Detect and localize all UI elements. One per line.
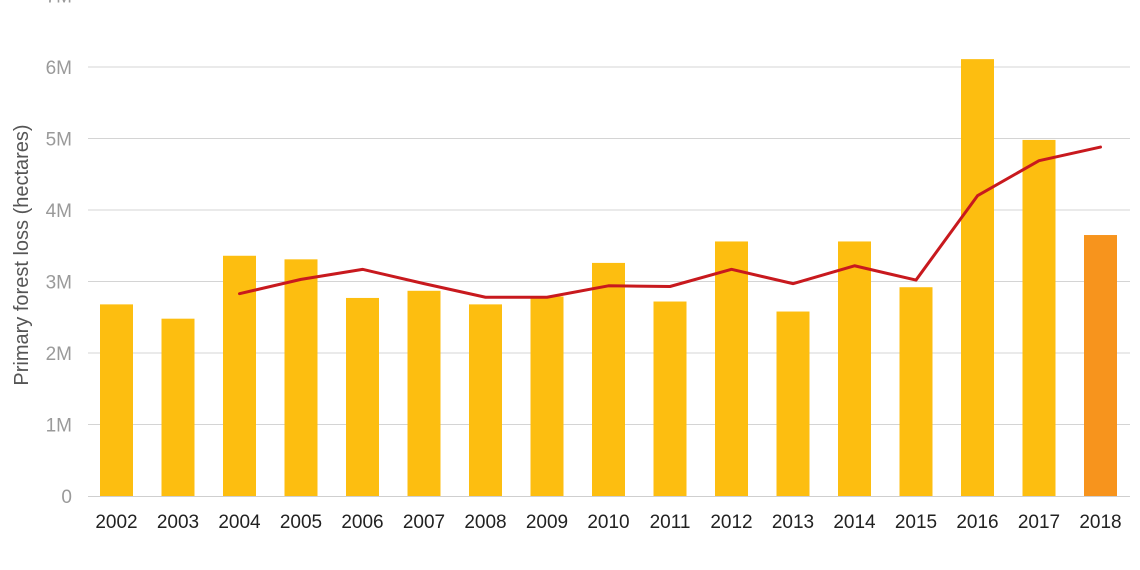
y-tick-label: 1M xyxy=(46,416,72,437)
x-tick-label: 2009 xyxy=(526,512,568,533)
y-tick-label: 7M xyxy=(46,0,72,8)
y-tick-label: 5M xyxy=(46,130,72,151)
x-tick-label: 2007 xyxy=(403,512,445,533)
y-tick-label: 6M xyxy=(46,58,72,79)
bar-2008 xyxy=(469,304,502,496)
x-tick-label: 2004 xyxy=(218,512,261,533)
bar-2018 xyxy=(1084,235,1117,496)
bar-2016 xyxy=(961,59,994,496)
x-tick-label: 2016 xyxy=(956,512,998,533)
y-tick-label: 2M xyxy=(46,344,72,365)
x-tick-label: 2014 xyxy=(833,512,876,533)
bar-2004 xyxy=(223,255,256,496)
x-tick-label: 2011 xyxy=(650,512,691,533)
x-tick-label: 2002 xyxy=(95,512,137,533)
x-tick-label: 2006 xyxy=(341,512,383,533)
x-tick-label: 2015 xyxy=(895,512,937,533)
y-axis-label: Primary forest loss (hectares) xyxy=(11,124,33,385)
x-tick-label: 2008 xyxy=(464,512,506,533)
x-tick-label: 2017 xyxy=(1018,512,1060,533)
x-axis-ticks: 2002 2003 2004 2005 2006 2007 2008 2009 2010 2011… xyxy=(95,512,1121,533)
x-tick-label: 2010 xyxy=(587,512,629,533)
x-tick-label: 2018 xyxy=(1079,512,1121,533)
bar-2010 xyxy=(592,262,625,496)
y-axis-ticks: 0 1M 2M 3M 4M 5M 6M 7M xyxy=(46,0,72,508)
bar-2012 xyxy=(715,241,748,496)
x-tick-label: 2012 xyxy=(710,512,752,533)
bar-2005 xyxy=(284,259,318,496)
bar-2003 xyxy=(161,318,195,496)
moving-average-line xyxy=(238,145,1102,299)
bar-2006 xyxy=(346,297,379,496)
y-tick-label: 3M xyxy=(46,273,72,294)
x-tick-label: 2013 xyxy=(772,512,814,533)
bars xyxy=(100,59,1117,496)
x-tick-label: 2003 xyxy=(157,512,199,533)
bar-2009 xyxy=(530,296,564,496)
bar-2011 xyxy=(653,301,687,496)
bar-2014 xyxy=(838,241,871,496)
bar-2015 xyxy=(899,287,933,496)
bar-2002 xyxy=(100,304,133,496)
y-tick-label: 0 xyxy=(61,487,72,508)
y-tick-label: 4M xyxy=(46,201,72,222)
bar-2013 xyxy=(776,311,810,496)
bar-2017 xyxy=(1022,139,1056,496)
x-tick-label: 2005 xyxy=(280,512,322,533)
bar-2007 xyxy=(407,290,441,496)
moving-average-polyline xyxy=(238,145,1102,299)
